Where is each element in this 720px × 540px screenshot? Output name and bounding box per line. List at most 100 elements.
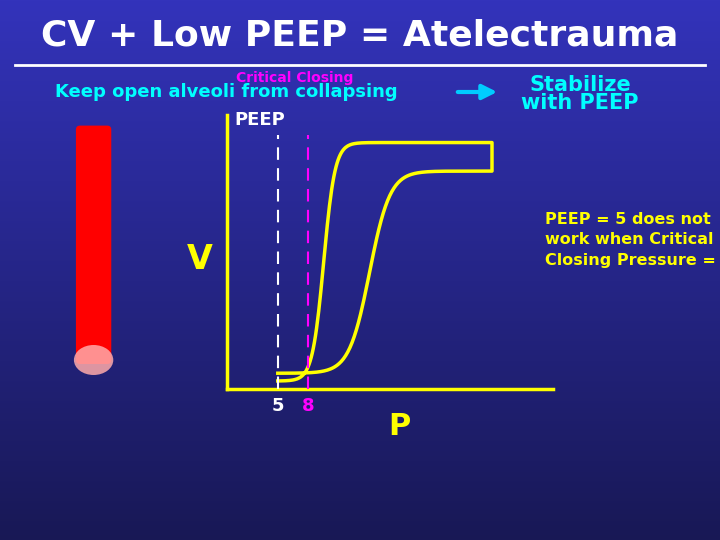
Bar (0, 432, 720, 433)
Bar (0, 114, 720, 115)
Bar (0, 323, 720, 324)
Bar (0, 298, 720, 299)
Bar (0, 207, 720, 208)
Bar (0, 220, 720, 221)
Bar (0, 193, 720, 194)
Bar (0, 399, 720, 400)
Bar (0, 449, 720, 450)
Bar (0, 520, 720, 521)
Bar (0, 421, 720, 422)
Bar (0, 537, 720, 538)
Bar (0, 74, 720, 75)
Bar (0, 409, 720, 410)
Bar (0, 140, 720, 141)
Bar (0, 301, 720, 302)
Bar (0, 12, 720, 13)
Bar (0, 357, 720, 358)
Bar (0, 258, 720, 259)
Bar (0, 43, 720, 44)
Bar (0, 452, 720, 453)
Bar (0, 507, 720, 508)
Bar (0, 321, 720, 322)
Bar (0, 348, 720, 349)
Bar (0, 139, 720, 140)
Bar (0, 325, 720, 326)
Bar (0, 223, 720, 224)
Bar (0, 459, 720, 460)
Bar (0, 512, 720, 513)
Bar (0, 524, 720, 525)
Bar (0, 125, 720, 126)
Bar (0, 347, 720, 348)
Bar (0, 122, 720, 123)
Bar (0, 427, 720, 428)
Bar (0, 145, 720, 146)
Bar (0, 471, 720, 472)
Bar (0, 525, 720, 526)
Bar (0, 387, 720, 388)
Bar (0, 47, 720, 48)
Bar (0, 196, 720, 197)
Bar (0, 514, 720, 515)
Bar (0, 2, 720, 3)
Bar (0, 354, 720, 355)
Bar (0, 422, 720, 423)
Bar (0, 113, 720, 114)
Bar (0, 8, 720, 9)
Bar (0, 375, 720, 376)
Bar (0, 118, 720, 119)
Bar (0, 237, 720, 238)
Bar (0, 405, 720, 406)
Bar (0, 169, 720, 170)
Bar (0, 16, 720, 17)
Bar (0, 127, 720, 128)
Bar (0, 476, 720, 477)
Bar (0, 378, 720, 379)
Bar (0, 194, 720, 195)
Bar (0, 150, 720, 151)
Bar (0, 42, 720, 43)
Bar (0, 111, 720, 112)
Bar (0, 56, 720, 57)
Bar (0, 66, 720, 67)
Bar (0, 436, 720, 437)
Bar (0, 303, 720, 304)
Bar (0, 67, 720, 68)
Bar (0, 414, 720, 415)
Bar (0, 302, 720, 303)
Bar (0, 253, 720, 254)
Bar (0, 149, 720, 150)
Bar (0, 504, 720, 505)
Bar (0, 315, 720, 316)
Bar (0, 312, 720, 313)
Bar (0, 342, 720, 343)
Bar (0, 466, 720, 467)
Bar (0, 168, 720, 169)
Bar (0, 510, 720, 511)
Bar (0, 522, 720, 523)
Bar (0, 494, 720, 495)
Bar (0, 97, 720, 98)
Bar (0, 278, 720, 279)
Bar (0, 477, 720, 478)
Bar (0, 490, 720, 491)
Bar (0, 283, 720, 284)
Bar (0, 210, 720, 211)
Bar (0, 108, 720, 109)
Bar (0, 511, 720, 512)
Bar (0, 439, 720, 440)
Bar (0, 481, 720, 482)
Bar (0, 173, 720, 174)
Bar (0, 95, 720, 96)
Bar (0, 517, 720, 518)
Bar (0, 28, 720, 29)
Bar (0, 390, 720, 391)
Bar (0, 235, 720, 236)
Bar (0, 408, 720, 409)
Bar (0, 72, 720, 73)
Bar (0, 434, 720, 435)
Bar (0, 509, 720, 510)
Bar (0, 465, 720, 466)
Bar (0, 478, 720, 479)
Bar (0, 461, 720, 462)
